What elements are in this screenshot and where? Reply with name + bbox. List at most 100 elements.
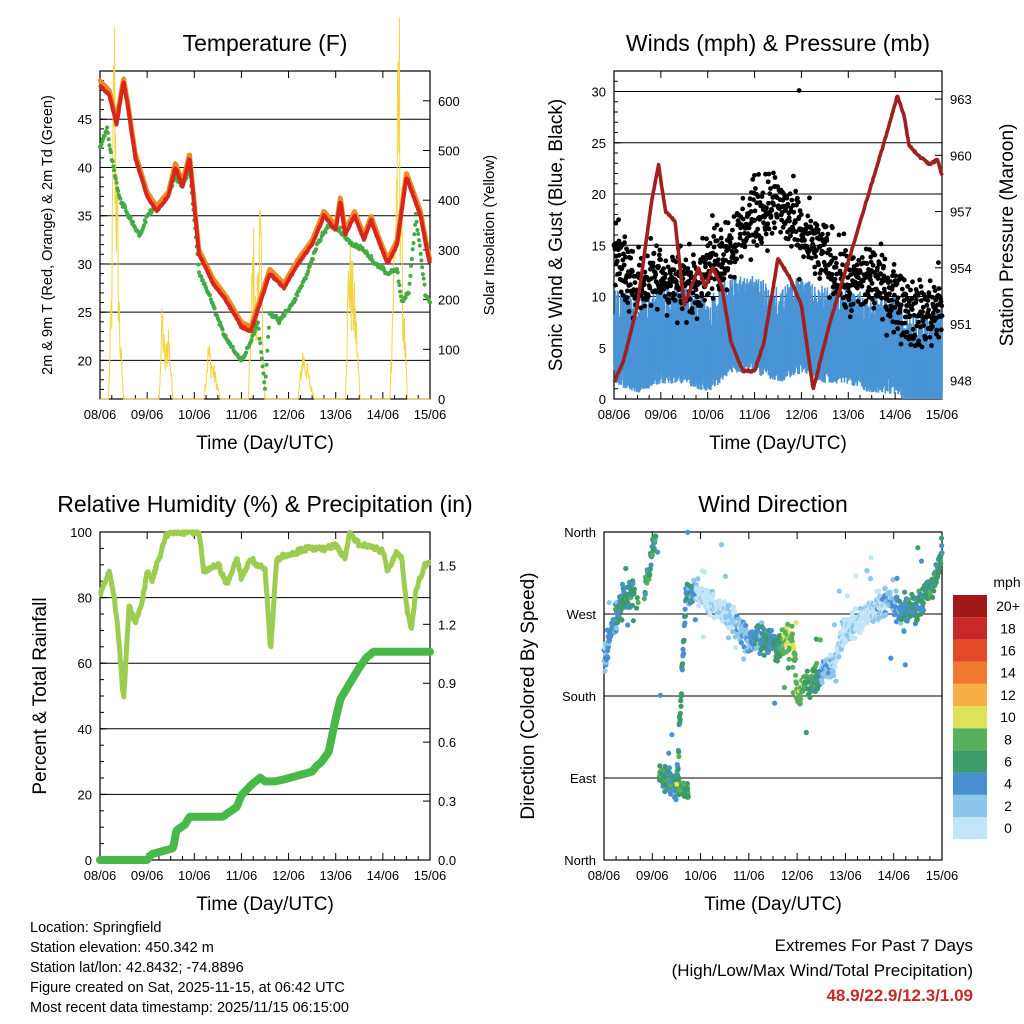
gust-point: [766, 200, 771, 206]
y-right-tick-label: 951: [950, 317, 972, 332]
dewpoint-point: [259, 356, 264, 361]
gust-point: [645, 253, 650, 259]
gust-point: [752, 217, 758, 223]
direction-point: [702, 569, 708, 575]
direction-point: [682, 620, 688, 626]
y-axis-label: 2m & 9m T (Red, Orange) & 2m Td (Green): [40, 95, 56, 375]
gust-point: [780, 224, 786, 230]
gust-point: [751, 239, 757, 244]
x-tick-label: 08/06: [598, 407, 631, 422]
direction-point: [629, 602, 635, 608]
dewpoint-point: [409, 263, 414, 268]
gust-point: [788, 233, 793, 239]
x-tick-label: 11/06: [733, 868, 765, 883]
y-right-tick-label: 1.5: [438, 558, 456, 573]
direction-point: [774, 658, 781, 664]
y-axis-label: Sonic Wind & Gust (Blue, Black): [546, 99, 567, 371]
y-tick-label: 30: [592, 85, 606, 100]
direction-point: [918, 558, 925, 564]
gust-point: [902, 320, 908, 326]
y-tick-label: 25: [592, 136, 606, 151]
direction-point: [785, 621, 791, 627]
elevation-text: Station elevation: 450.342 m: [30, 940, 214, 956]
dewpoint-point: [114, 180, 119, 185]
x-tick-label: 10/06: [178, 407, 211, 422]
y-tick-label: East: [570, 771, 596, 786]
station-info: Location: Springfield Station elevation:…: [30, 918, 349, 1018]
dewpoint-point: [263, 386, 267, 391]
direction-point: [730, 604, 737, 610]
gust-point: [843, 248, 848, 253]
gust-point: [690, 290, 696, 296]
direction-point: [741, 644, 747, 650]
gust-point: [847, 314, 853, 320]
gust-point: [666, 300, 672, 305]
direction-point: [789, 631, 796, 637]
x-tick-label: 14/06: [367, 407, 400, 422]
plot-border: [603, 531, 943, 861]
dewpoint-point: [99, 142, 104, 147]
direction-point: [834, 657, 840, 664]
direction-point: [692, 617, 698, 623]
gust-point: [855, 285, 860, 291]
direction-point: [864, 568, 870, 574]
gust-point: [793, 219, 798, 225]
direction-point: [757, 650, 763, 657]
dewpoint-point: [223, 333, 228, 338]
gust-point: [851, 255, 856, 260]
y-right-tick-label: 0.0: [438, 853, 456, 868]
direction-point: [797, 701, 803, 707]
gust-point: [681, 264, 687, 269]
direction-point: [676, 775, 682, 782]
gust-point: [653, 272, 659, 278]
gust-point: [647, 285, 653, 291]
gust-point: [638, 305, 644, 311]
gust-point: [756, 172, 761, 177]
gust-point: [699, 293, 705, 299]
gust-point: [939, 313, 945, 319]
direction-point: [782, 630, 789, 636]
direction-point: [657, 692, 664, 698]
x-tick-label: 14/06: [877, 868, 910, 883]
gust-point: [613, 220, 618, 226]
gust-point: [746, 225, 752, 231]
gust-point: [865, 288, 871, 294]
direction-point: [678, 691, 685, 697]
gust-point: [914, 323, 920, 329]
dewpoint-point: [143, 220, 148, 225]
gust-point: [905, 309, 911, 315]
dewpoint-point: [252, 329, 257, 334]
dewpoint-point: [220, 327, 225, 332]
direction-point: [902, 589, 908, 595]
dewpoint-point: [417, 243, 422, 248]
dewpoint-point: [417, 238, 421, 243]
gust-point: [843, 305, 849, 310]
gust-point: [870, 296, 875, 302]
dewpoint-point: [414, 219, 419, 224]
gust-point: [891, 329, 897, 335]
gust-point: [927, 278, 933, 284]
dewpoint-point: [107, 143, 112, 148]
x-axis-label: Time (Day/UTC): [704, 894, 842, 915]
gust-point: [694, 294, 700, 300]
gust-point: [881, 263, 886, 269]
gust-point: [828, 252, 833, 258]
gust-point: [721, 252, 726, 257]
x-tick-label: 15/06: [414, 868, 447, 883]
dewpoint-point: [113, 176, 118, 181]
direction-point: [631, 586, 638, 592]
direction-point: [630, 581, 636, 587]
direction-point: [662, 788, 668, 795]
colorbar-label: 20+: [996, 598, 1020, 614]
solar-series-line: [100, 17, 430, 400]
gust-point: [890, 319, 896, 325]
dewpoint-point: [112, 168, 117, 173]
gust-point: [771, 220, 777, 226]
direction-point: [635, 599, 641, 606]
dewpoint-point: [261, 371, 266, 376]
gust-point: [616, 217, 621, 223]
gust-point: [684, 320, 689, 325]
direction-point: [676, 753, 682, 760]
gust-point: [877, 291, 883, 296]
gust-point: [740, 216, 746, 222]
